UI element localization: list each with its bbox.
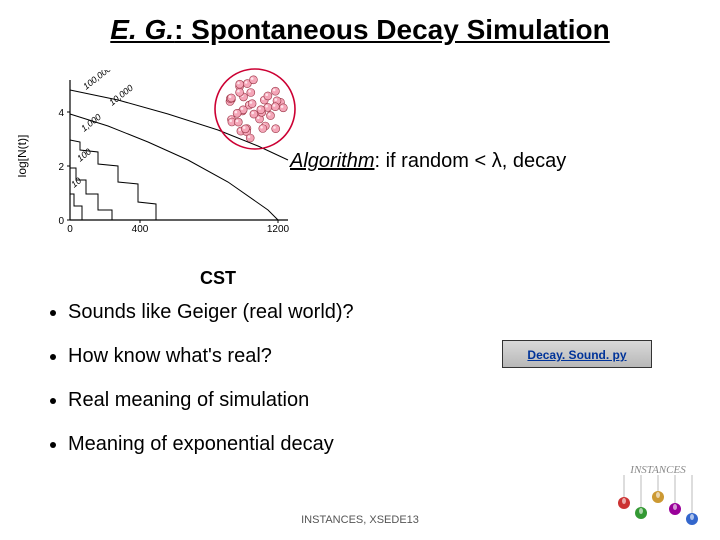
svg-text:1200: 1200 xyxy=(267,224,290,235)
svg-text:4: 4 xyxy=(58,108,64,119)
page-title: E. G.: Spontaneous Decay Simulation xyxy=(0,0,720,50)
svg-text:100,000: 100,000 xyxy=(81,70,113,92)
list-item: How know what's real? xyxy=(68,346,354,366)
svg-text:0: 0 xyxy=(67,224,73,235)
algorithm-body: : if random < λ, decay xyxy=(374,150,566,172)
instances-logo: INSTANCES xyxy=(612,461,704,530)
svg-text:100: 100 xyxy=(75,146,93,163)
decay-sound-button[interactable]: Decay. Sound. py xyxy=(502,340,652,368)
logo-text: INSTANCES xyxy=(629,464,686,476)
svg-text:400: 400 xyxy=(132,224,149,235)
svg-text:0: 0 xyxy=(58,216,64,227)
algorithm-label: Algorithm xyxy=(290,150,374,172)
cluster-svg xyxy=(210,64,300,154)
title-rest: : Spontaneous Decay Simulation xyxy=(174,14,610,45)
svg-text:1,000: 1,000 xyxy=(79,112,103,134)
list-item: Real meaning of simulation xyxy=(68,390,354,410)
algorithm-text: Algorithm: if random < λ, decay xyxy=(290,150,566,173)
svg-text:2: 2 xyxy=(58,162,64,173)
particle-cluster xyxy=(210,64,300,159)
chart-ylabel: log[N(t)] xyxy=(18,135,29,178)
title-eg: E. G. xyxy=(110,14,174,45)
logo-svg: INSTANCES xyxy=(612,461,704,525)
list-item: Sounds like Geiger (real world)? xyxy=(68,302,354,322)
svg-text:10: 10 xyxy=(69,176,83,190)
bullet-list: Sounds like Geiger (real world)? How kno… xyxy=(48,302,354,478)
cst-label: CST xyxy=(200,268,236,289)
list-item: Meaning of exponential decay xyxy=(68,434,354,454)
